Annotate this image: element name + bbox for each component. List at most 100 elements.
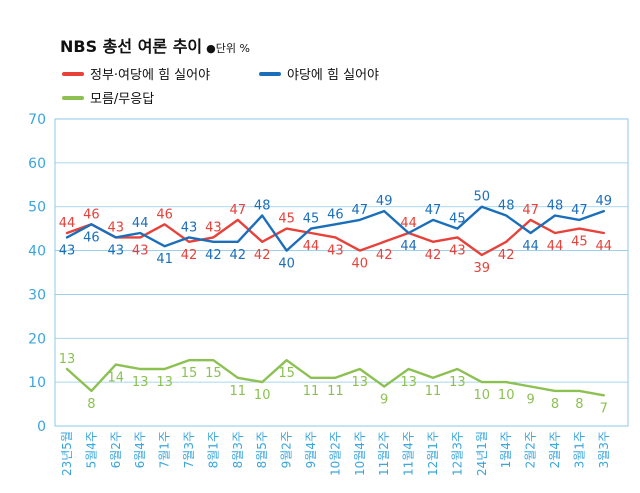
y-tick-label: 30 [28,287,46,303]
data-label-green: 13 [400,375,417,390]
data-label-blue: 48 [547,198,564,213]
chart-title: NBS 총선 여론 추이 ●단위 % [60,33,250,57]
legend-item-blue: 야당에 힘 실어야 [259,64,379,83]
data-label-green: 10 [254,388,271,403]
data-label-blue: 40 [278,257,295,272]
legend-label-blue: 야당에 힘 실어야 [287,68,379,83]
data-label-blue: 43 [181,220,198,235]
x-tick-label: 10월2주 [328,431,342,476]
x-tick-label: 2월2주 [524,431,538,468]
legend-item-red: 정부·여당에 힘 실어야 [62,64,210,83]
data-label-red: 42 [498,248,515,263]
data-label-blue: 44 [400,239,417,254]
data-label-red: 40 [352,257,369,272]
x-tick-label: 8월3주 [231,431,245,468]
data-label-blue: 44 [522,239,539,254]
data-label-red: 44 [303,239,320,254]
data-label-blue: 44 [132,216,149,231]
data-label-red: 39 [474,261,491,276]
data-label-blue: 45 [449,212,466,227]
data-label-green: 10 [474,388,491,403]
data-label-red: 42 [376,248,393,263]
data-label-green: 10 [498,388,515,403]
y-tick-label: 50 [28,200,46,216]
data-label-green: 9 [526,393,534,408]
legend-swatch-red [62,71,84,76]
data-label-blue: 47 [352,203,369,218]
data-label-green: 7 [600,401,608,416]
data-label-green: 9 [380,393,388,408]
x-tick-label: 10월4주 [353,431,367,476]
legend-swatch-green [62,95,84,100]
legend-swatch-blue [259,71,281,76]
data-label-green: 13 [156,375,173,390]
x-tick-label: 23년5월 [60,431,74,476]
data-label-green: 15 [181,366,198,381]
data-label-red: 46 [83,207,100,222]
data-label-green: 11 [230,384,247,399]
data-label-blue: 47 [571,203,588,218]
data-label-blue: 47 [425,203,442,218]
series-line-red [65,218,605,257]
data-label-red: 43 [205,220,222,235]
data-label-green: 8 [87,397,95,412]
x-tick-label: 12월1주 [426,431,440,476]
x-tick-label: 9월2주 [280,431,294,468]
data-label-green: 13 [59,352,76,367]
data-label-blue: 48 [254,198,271,213]
x-tick-label: 7월1주 [158,431,172,468]
x-tick-label: 8월5주 [255,431,269,468]
data-label-red: 42 [254,248,271,263]
data-label-blue: 50 [474,190,491,205]
x-tick-label: 3월1주 [572,431,586,468]
data-label-red: 44 [547,239,564,254]
data-label-red: 44 [596,239,613,254]
data-label-red: 46 [156,207,173,222]
y-tick-label: 0 [37,419,46,435]
x-tick-label: 8월1주 [206,431,220,468]
data-label-red: 47 [230,203,247,218]
data-label-blue: 42 [205,248,222,263]
plot-frame [54,118,629,427]
data-label-red: 47 [522,203,539,218]
y-tick-label: 60 [28,156,46,172]
x-tick-label: 12월3주 [450,431,464,476]
y-tick-label: 10 [28,375,46,391]
data-label-green: 13 [449,375,466,390]
data-label-red: 44 [400,216,417,231]
data-label-green: 15 [205,366,222,381]
data-label-green: 8 [551,397,559,412]
data-label-green: 13 [132,375,149,390]
data-label-red: 43 [108,220,125,235]
series-line-blue [65,205,605,252]
x-tick-label: 11월4주 [402,431,416,476]
data-label-green: 15 [278,366,295,381]
data-label-green: 13 [352,375,369,390]
data-label-blue: 43 [59,243,76,258]
unit-label: ●단위 % [206,42,250,55]
data-label-blue: 46 [83,230,100,245]
data-label-red: 45 [278,212,295,227]
y-tick-label: 40 [28,244,46,260]
data-label-red: 44 [59,216,76,231]
data-label-green: 14 [108,371,125,386]
data-label-blue: 49 [376,194,393,209]
x-tick-label: 3월3주 [597,431,611,468]
data-label-red: 43 [449,243,466,258]
data-label-blue: 41 [156,252,173,267]
data-label-red: 42 [425,248,442,263]
x-tick-label: 24년1월 [475,431,489,476]
y-tick-label: 20 [28,331,46,347]
data-label-green: 8 [575,397,583,412]
title-text: NBS 총선 여론 추이 [60,37,203,56]
data-label-blue: 46 [327,207,344,222]
y-tick-label: 70 [28,112,46,128]
x-tick-label: 2월4주 [548,431,562,468]
x-tick-label: 11월2주 [377,431,391,476]
data-label-green: 11 [303,384,320,399]
x-tick-label: 6월2주 [109,431,123,468]
data-label-blue: 45 [303,212,320,227]
legend-item-green: 모름/무응답 [62,88,154,107]
x-tick-label: 6월4주 [133,431,147,468]
x-tick-label: 9월4주 [304,431,318,468]
